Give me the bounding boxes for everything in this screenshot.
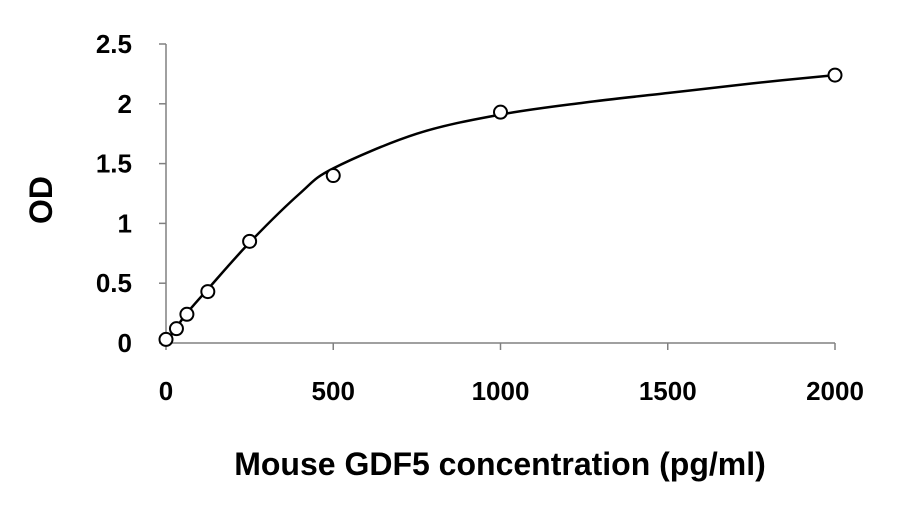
data-point (158, 331, 174, 347)
y-tick-label: 0 (118, 328, 132, 358)
x-tick-label: 1500 (639, 376, 697, 406)
y-tick-label: 2.5 (96, 29, 132, 59)
data-points (158, 67, 843, 347)
x-tick-label: 2000 (806, 376, 864, 406)
x-axis-title: Mouse GDF5 concentration (pg/ml) (234, 446, 766, 482)
data-point (179, 306, 195, 322)
x-tick-label: 1000 (472, 376, 530, 406)
data-point (168, 321, 184, 337)
y-axis-ticks: 0 0.5 1 1.5 2 2.5 (96, 29, 166, 358)
y-tick-label: 1 (118, 208, 132, 238)
x-tick-label: 0 (159, 376, 173, 406)
data-point (325, 168, 341, 184)
data-point (242, 233, 258, 249)
data-point (200, 284, 216, 300)
y-axis-title: OD (23, 176, 59, 224)
y-tick-label: 1.5 (96, 149, 132, 179)
y-tick-label: 2 (118, 89, 132, 119)
x-tick-label: 500 (312, 376, 355, 406)
data-point (827, 67, 843, 83)
x-axis-ticks: 0 500 1000 1500 2000 (159, 343, 864, 406)
axes (165, 44, 835, 344)
data-point (493, 104, 508, 120)
y-tick-label: 0.5 (96, 268, 132, 298)
